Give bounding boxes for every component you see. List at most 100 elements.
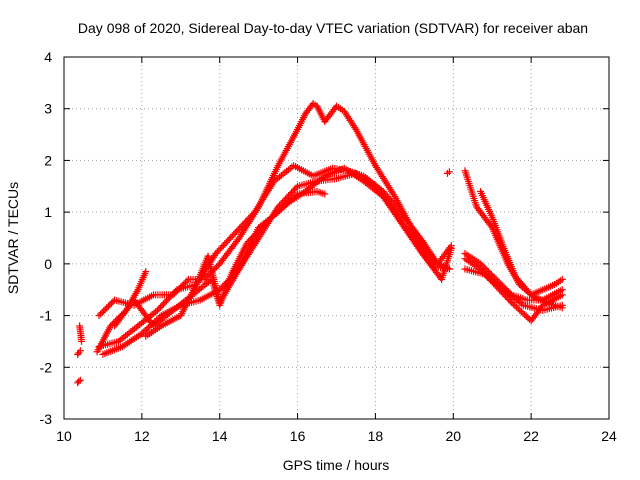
data-point bbox=[508, 299, 516, 307]
y-tick-label: -3 bbox=[40, 411, 53, 427]
chart-title: Day 098 of 2020, Sidereal Day-to-day VTE… bbox=[78, 20, 588, 36]
data-point bbox=[289, 195, 297, 203]
data-point bbox=[101, 305, 109, 313]
data-point bbox=[282, 201, 290, 209]
data-point bbox=[218, 243, 226, 251]
data-point bbox=[167, 292, 175, 300]
series-arc-2 bbox=[74, 347, 84, 358]
data-point bbox=[141, 327, 149, 335]
data-point bbox=[161, 298, 169, 306]
data-point bbox=[284, 199, 292, 207]
series-arc-3 bbox=[74, 376, 84, 387]
data-point bbox=[76, 376, 84, 384]
x-axis-title: GPS time / hours bbox=[283, 457, 390, 473]
data-point bbox=[75, 377, 83, 385]
data-point bbox=[445, 168, 453, 176]
data-point bbox=[277, 205, 285, 213]
data-point bbox=[98, 308, 106, 316]
data-point bbox=[212, 250, 220, 258]
y-tick-label: 1 bbox=[44, 204, 52, 220]
y-tick-label: -2 bbox=[40, 359, 53, 375]
data-point bbox=[230, 230, 238, 238]
x-tick-label: 10 bbox=[56, 428, 72, 444]
x-tick-label: 14 bbox=[212, 428, 228, 444]
y-tick-label: 2 bbox=[44, 152, 52, 168]
data-point bbox=[156, 303, 164, 311]
data-point bbox=[171, 287, 179, 295]
data-point bbox=[276, 207, 284, 215]
data-point bbox=[228, 232, 236, 240]
data-point bbox=[143, 325, 151, 333]
x-tick-label: 20 bbox=[445, 428, 461, 444]
series-arc-14 bbox=[461, 255, 566, 325]
series-arc-11 bbox=[443, 168, 453, 177]
data-point bbox=[158, 302, 166, 310]
data-point bbox=[159, 300, 167, 308]
data-point bbox=[519, 309, 527, 317]
data-point bbox=[481, 265, 489, 273]
y-tick-label: 3 bbox=[44, 101, 52, 117]
data-point bbox=[522, 312, 530, 320]
x-tick-label: 22 bbox=[523, 428, 539, 444]
data-point bbox=[274, 208, 282, 216]
data-point bbox=[292, 184, 300, 192]
data-point bbox=[224, 237, 232, 245]
data-point bbox=[162, 297, 170, 305]
data-point bbox=[103, 304, 111, 312]
data-point bbox=[213, 263, 221, 271]
data-point bbox=[248, 211, 256, 219]
data-point bbox=[139, 328, 147, 336]
data-point bbox=[558, 304, 566, 312]
data-point bbox=[142, 268, 150, 276]
data-point bbox=[239, 221, 247, 229]
data-point bbox=[76, 347, 84, 355]
data-point bbox=[109, 298, 117, 306]
data-point bbox=[511, 302, 519, 310]
data-point bbox=[78, 337, 86, 345]
y-tick-label: 0 bbox=[44, 256, 52, 272]
data-point bbox=[285, 198, 293, 206]
data-point bbox=[473, 262, 481, 270]
data-point bbox=[287, 196, 295, 204]
data-point bbox=[138, 330, 146, 338]
data-point bbox=[237, 222, 245, 230]
data-point bbox=[242, 218, 250, 226]
data-point bbox=[286, 190, 294, 198]
data-point bbox=[231, 229, 239, 237]
data-point bbox=[291, 185, 299, 193]
data-point bbox=[234, 236, 242, 244]
x-tick-label: 16 bbox=[290, 428, 306, 444]
series-arc-9 bbox=[111, 164, 455, 330]
data-point bbox=[281, 202, 289, 210]
data-point bbox=[216, 245, 224, 253]
data-point bbox=[321, 190, 329, 198]
data-point bbox=[509, 300, 517, 308]
y-tick-label: 4 bbox=[44, 49, 52, 65]
data-point bbox=[227, 234, 235, 242]
data-point bbox=[97, 310, 105, 318]
x-tick-label: 18 bbox=[368, 428, 384, 444]
data-point bbox=[289, 187, 297, 195]
data-point bbox=[104, 302, 112, 310]
data-point bbox=[292, 192, 300, 200]
data-point bbox=[514, 305, 522, 313]
y-tick-label: -1 bbox=[40, 308, 53, 324]
data-point bbox=[144, 324, 152, 332]
data-point bbox=[246, 213, 254, 221]
series-arc-16 bbox=[477, 187, 566, 312]
data-point bbox=[203, 272, 211, 280]
y-axis-title: SDTVAR / TECUs bbox=[5, 182, 21, 294]
data-point bbox=[155, 305, 163, 313]
data-point bbox=[517, 308, 525, 316]
x-tick-label: 24 bbox=[601, 428, 617, 444]
data-point bbox=[279, 204, 287, 212]
data-point bbox=[240, 219, 248, 227]
data-point bbox=[477, 260, 485, 268]
data-point bbox=[233, 227, 241, 235]
data-point bbox=[213, 248, 221, 256]
data-point bbox=[285, 192, 293, 200]
data-point bbox=[183, 277, 191, 285]
data-point bbox=[513, 303, 521, 311]
data-point bbox=[215, 246, 223, 254]
